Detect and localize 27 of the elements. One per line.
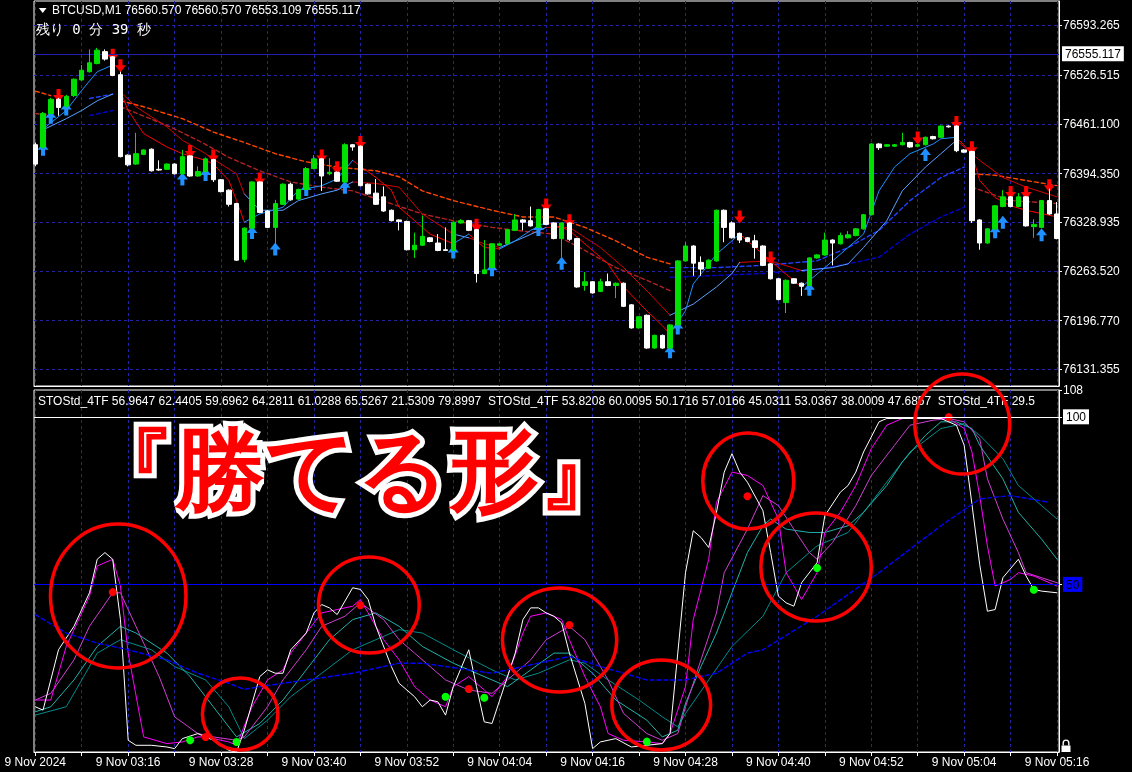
annotation: 『勝てる形』 — [85, 416, 630, 522]
x-tick-label: 9 Nov 05:16 — [1024, 755, 1090, 769]
y-tick-label: 76328.935 — [1063, 215, 1121, 230]
x-tick-label: 9 Nov 03:28 — [188, 755, 254, 769]
y-tick-label: 100 — [1066, 410, 1087, 425]
y-tick-label: 76394.350 — [1063, 166, 1121, 181]
x-tick-label: 9 Nov 03:16 — [95, 755, 161, 769]
x-tick-label: 9 Nov 04:52 — [838, 755, 904, 769]
x-tick-label: 9 Nov 05:04 — [931, 755, 997, 769]
ref-line-label: 76555.117 — [1065, 46, 1122, 61]
x-tick-label: 9 Nov 04:16 — [560, 755, 626, 769]
y-tick-label: 76593.265 — [1063, 18, 1121, 33]
chart-title: BTCUSD,M1 76560.570 76560.570 76553.109 76555.117 — [52, 3, 362, 17]
x-tick-label: 9 Nov 04:28 — [653, 755, 719, 769]
y-tick-label: 76263.520 — [1063, 263, 1121, 278]
y-tick-label: 50 — [1066, 577, 1080, 592]
y-tick-label: 108 — [1063, 383, 1084, 397]
x-tick-label: 9 Nov 03:40 — [281, 755, 347, 769]
y-tick-label: 76461.100 — [1063, 116, 1121, 131]
x-tick-label: 9 Nov 2024 — [4, 755, 67, 769]
x-tick-label: 9 Nov 04:40 — [746, 755, 812, 769]
x-tick-label: 9 Nov 04:04 — [467, 755, 533, 769]
y-tick-label: 76196.770 — [1063, 313, 1121, 328]
x-tick-label: 9 Nov 03:52 — [374, 755, 440, 769]
y-tick-label: 76526.515 — [1063, 68, 1121, 83]
annotation: 残り 0 分 39 秒 — [35, 21, 151, 37]
y-tick-label: 76131.355 — [1063, 362, 1121, 377]
